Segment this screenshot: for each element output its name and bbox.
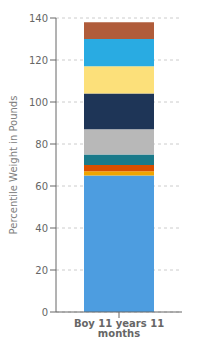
svg-text:60: 60 (35, 181, 48, 192)
svg-text:20: 20 (35, 265, 48, 276)
svg-text:140: 140 (29, 13, 48, 24)
svg-text:100: 100 (29, 97, 48, 108)
svg-text:120: 120 (29, 55, 48, 66)
svg-text:Boy 11 years 11months: Boy 11 years 11months (74, 318, 164, 339)
svg-text:0: 0 (42, 307, 48, 318)
svg-text:40: 40 (35, 223, 48, 234)
svg-text:Percentile Weight in Pounds: Percentile Weight in Pounds (8, 96, 19, 235)
svg-text:80: 80 (35, 139, 48, 150)
